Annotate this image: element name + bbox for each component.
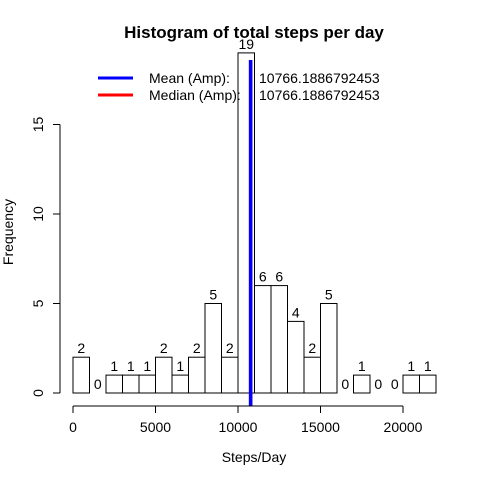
bar-count-label: 2: [226, 340, 234, 356]
bar-count-label: 1: [358, 358, 366, 374]
bar-count-label: 2: [77, 340, 85, 356]
histogram-bar: [221, 356, 239, 394]
bar-count-label: 0: [341, 376, 349, 392]
histogram-bar: [320, 303, 338, 394]
x-axis: 0 5000 10000 15000 20000: [69, 405, 423, 435]
bar-count-label: 1: [407, 358, 415, 374]
x-tick-label: 20000: [384, 419, 423, 435]
histogram-bar: [419, 374, 437, 394]
x-tick-label: 10000: [219, 419, 258, 435]
histogram-bar: [204, 303, 222, 394]
bar-count-label: 1: [127, 358, 135, 374]
histogram-bars: [72, 52, 437, 394]
histogram-bar: [155, 356, 173, 394]
bar-count-label: 5: [325, 287, 333, 303]
histogram-bar: [138, 374, 156, 394]
bar-count-label: 1: [424, 358, 432, 374]
histogram-bar: [287, 320, 305, 394]
bar-count-label: 6: [275, 269, 283, 285]
y-axis-label: Frequency: [0, 199, 16, 265]
bar-count-label: 19: [238, 36, 254, 52]
bar-count-label: 0: [374, 376, 382, 392]
histogram-bar: [254, 285, 272, 394]
y-tick-label: 15: [30, 117, 46, 133]
bar-count-label: 1: [110, 358, 118, 374]
bar-count-label: 4: [292, 304, 300, 320]
bar-count-label: 2: [160, 340, 168, 356]
x-axis-label: Steps/Day: [222, 449, 287, 465]
legend-value: 10766.1886792453: [259, 87, 380, 103]
y-tick-label: 0: [30, 389, 46, 397]
histogram-bar: [353, 374, 371, 394]
histogram-bar: [122, 374, 140, 394]
bar-count-label: 2: [308, 340, 316, 356]
histogram-bar: [171, 374, 189, 394]
y-axis: 0 5 10 15: [30, 117, 61, 397]
x-tick-label: 15000: [301, 419, 340, 435]
histogram-bar: [72, 356, 90, 394]
legend-label: Mean (Amp):: [149, 70, 230, 86]
bar-count-label: 1: [143, 358, 151, 374]
histogram-bar: [270, 285, 288, 394]
x-tick-label: 0: [69, 419, 77, 435]
y-tick-label: 5: [30, 299, 46, 307]
bar-count-label: 5: [209, 287, 217, 303]
y-tick-label: 10: [30, 206, 46, 222]
histogram-bar: [402, 374, 420, 394]
chart-title: Histogram of total steps per day: [124, 23, 384, 42]
histogram-bar: [303, 356, 321, 394]
x-tick-label: 5000: [140, 419, 171, 435]
bar-count-label: 1: [176, 358, 184, 374]
legend-value: 10766.1886792453: [259, 70, 380, 86]
bar-count-label: 0: [94, 376, 102, 392]
legend: Mean (Amp): 10766.1886792453 Median (Amp):…: [98, 70, 380, 103]
histogram-bar: [188, 356, 206, 394]
bar-count-label: 2: [193, 340, 201, 356]
bar-count-label: 0: [391, 376, 399, 392]
histogram-bar: [105, 374, 123, 394]
legend-label: Median (Amp):: [149, 87, 241, 103]
bar-count-label: 6: [259, 269, 267, 285]
